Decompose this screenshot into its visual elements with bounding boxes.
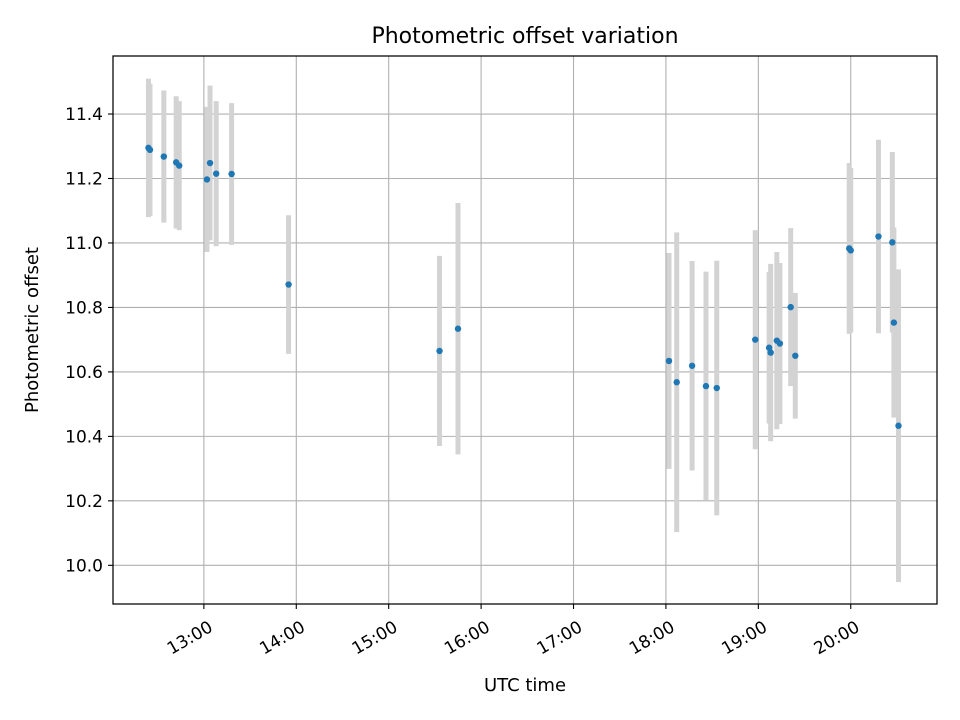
data-point xyxy=(436,347,443,355)
plot-frame xyxy=(112,55,938,605)
data-point xyxy=(847,247,854,254)
data-point xyxy=(206,159,214,167)
data-point xyxy=(776,340,784,347)
data-point xyxy=(765,344,773,351)
data-point xyxy=(767,349,774,356)
data-point xyxy=(713,384,720,392)
data-point xyxy=(160,153,168,160)
data-point xyxy=(454,325,462,332)
data-point xyxy=(890,319,898,326)
data-point xyxy=(285,281,292,288)
data-point xyxy=(203,176,211,183)
data-point xyxy=(212,170,220,177)
x-axis-label: UTC time xyxy=(484,675,566,696)
y-tick-label: 10.8 xyxy=(65,298,103,318)
data-point xyxy=(673,379,680,386)
data-point xyxy=(792,352,799,359)
data-point xyxy=(752,336,759,343)
data-point xyxy=(895,422,902,429)
data-point xyxy=(702,382,710,390)
data-point xyxy=(787,303,794,311)
data-point xyxy=(688,362,696,369)
data-markers xyxy=(145,144,902,429)
data-point xyxy=(146,146,154,154)
y-tick-label: 11.4 xyxy=(65,105,103,125)
data-point xyxy=(665,357,673,365)
grid-lines xyxy=(113,56,937,604)
data-point xyxy=(889,239,896,246)
y-tick-label: 10.6 xyxy=(65,363,103,383)
y-tick-label: 10.2 xyxy=(65,492,103,512)
y-tick-label: 11.2 xyxy=(65,169,103,189)
chart-title: Photometric offset variation xyxy=(371,24,678,49)
y-tick-label: 10.0 xyxy=(65,556,103,576)
y-axis-ticks: 10.0 10.2 10.4 10.6 10.8 11.0 11.2 11.4 xyxy=(65,105,113,576)
data-point xyxy=(228,170,235,178)
data-point xyxy=(176,162,183,169)
y-tick-label: 11.0 xyxy=(65,234,103,254)
y-tick-label: 10.4 xyxy=(65,427,103,447)
y-axis-label: Photometric offset xyxy=(22,247,43,413)
data-point xyxy=(875,233,882,240)
